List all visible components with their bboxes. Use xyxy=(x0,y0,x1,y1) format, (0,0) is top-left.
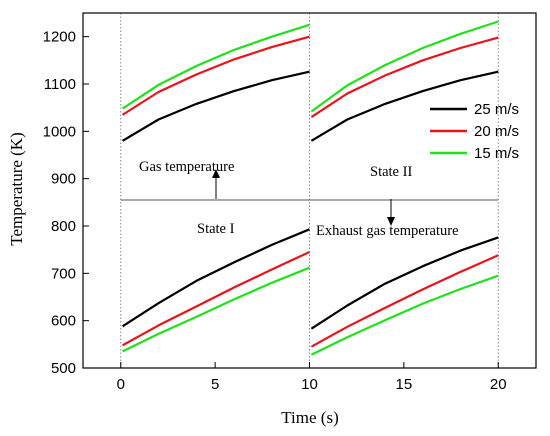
y-axis-title: Temperature (K) xyxy=(7,132,26,246)
legend-label-15: 15 m/s xyxy=(474,145,519,162)
series-line-25ms-exhaust-6 xyxy=(122,228,310,328)
series-line-20ms-exhaust-10 xyxy=(310,254,499,348)
y-tick-label: 900 xyxy=(51,171,76,188)
y-tick-label: 800 xyxy=(51,218,76,235)
axes: 0 5 10 15 20 500 600 700 800 900 1000 1100 1200 xyxy=(43,12,537,393)
series-line-15ms-gas-2 xyxy=(121,23,310,110)
y-tick-label: 600 xyxy=(51,313,76,330)
y-tick-label: 500 xyxy=(51,360,76,377)
series-line-25ms-exhaust-9 xyxy=(310,236,499,330)
gas-temperature-label: Gas temperature xyxy=(139,159,234,175)
x-tick-label: 10 xyxy=(301,376,318,393)
y-tick-label: 1100 xyxy=(44,76,76,93)
series-line-15ms-exhaust-8 xyxy=(122,266,310,353)
legend-label-25: 25 m/s xyxy=(474,101,519,118)
x-tick-label: 15 xyxy=(396,376,413,393)
legend: 25 m/s 20 m/s 15 m/s xyxy=(430,101,519,162)
annotations: Gas temperature State I State II Exhaust… xyxy=(139,159,459,239)
state-dividers xyxy=(120,13,499,368)
state-1-label: State I xyxy=(197,221,235,237)
series-lines xyxy=(121,20,499,356)
state-2-label: State II xyxy=(370,164,412,180)
exhaust-temp-arrow-head xyxy=(387,217,395,226)
series-line-20ms-exhaust-7 xyxy=(122,251,310,347)
y-tick-label: 1000 xyxy=(43,123,76,140)
x-axis-title: Time (s) xyxy=(281,408,338,427)
x-tick-label: 5 xyxy=(211,376,219,393)
y-tick-label: 1200 xyxy=(43,29,76,46)
gas-temp-arrow-head xyxy=(212,169,220,178)
legend-label-20: 20 m/s xyxy=(474,123,519,140)
y-tick-label: 700 xyxy=(51,265,76,282)
series-line-25ms-gas-3 xyxy=(310,70,499,142)
series-line-25ms-gas-0 xyxy=(122,70,310,142)
x-tick-label: 0 xyxy=(117,376,125,393)
series-line-20ms-gas-1 xyxy=(122,35,310,116)
series-line-15ms-exhaust-11 xyxy=(310,274,499,356)
series-line-15ms-gas-5 xyxy=(310,20,499,113)
x-tick-label: 20 xyxy=(490,376,507,393)
series-line-20ms-gas-4 xyxy=(310,36,499,119)
exhaust-gas-temperature-label: Exhaust gas temperature xyxy=(316,223,459,239)
